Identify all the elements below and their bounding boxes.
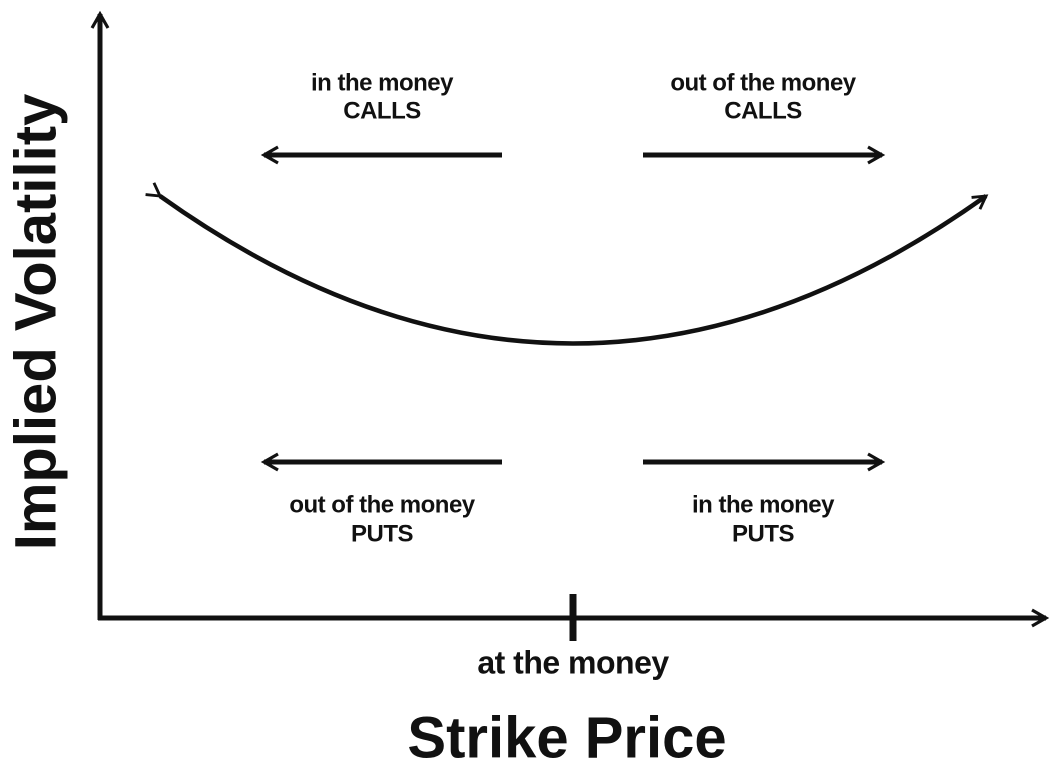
x-tick-label: at the money	[477, 644, 669, 680]
x-axis-label: Strike Price	[407, 705, 726, 770]
region-label: CALLS	[724, 97, 802, 124]
region-label: out of the money	[289, 491, 475, 518]
region-label: in the money	[311, 69, 454, 96]
region-label: PUTS	[732, 520, 795, 547]
region-label: CALLS	[343, 97, 421, 124]
y-axis-label: Implied Volatility	[3, 94, 68, 551]
region-label: PUTS	[351, 520, 414, 547]
region-label: in the money	[692, 491, 835, 518]
region-label: out of the money	[670, 69, 856, 96]
volatility-smile	[145, 182, 989, 346]
